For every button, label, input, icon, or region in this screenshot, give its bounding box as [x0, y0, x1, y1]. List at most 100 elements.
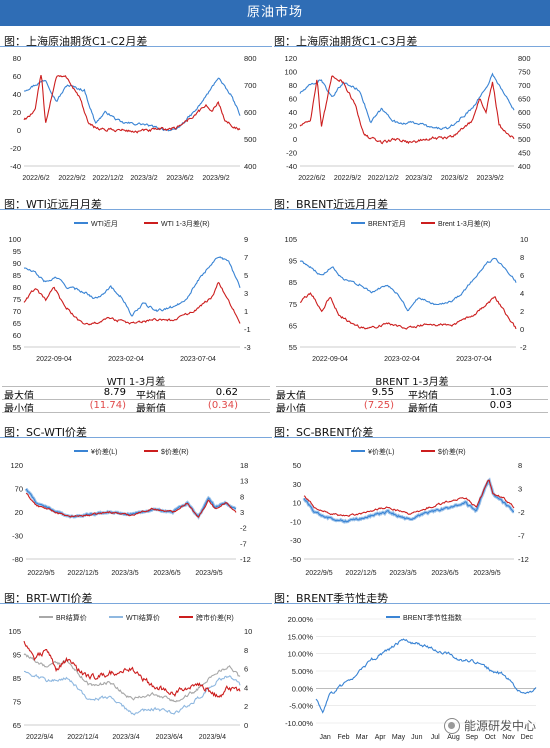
- series-line: [23, 256, 241, 317]
- y-tick-label-right: 800: [244, 54, 257, 63]
- table-rule: [276, 399, 548, 400]
- y-tick-label-left: 105: [284, 235, 297, 244]
- y-tick-label-left: 40: [13, 90, 21, 99]
- stat-value: 8.79: [103, 387, 126, 398]
- y-tick-label-right: 10: [520, 235, 528, 244]
- legend-label: ¥价差(L): [91, 447, 117, 456]
- y-tick-label-left: 95: [289, 257, 297, 266]
- y-tick-label-right: 500: [518, 135, 531, 144]
- x-tick-label: 2023/3/2: [405, 175, 432, 182]
- y-tick-label-right: 600: [518, 108, 531, 117]
- y-tick-label-left: 20: [289, 122, 297, 131]
- y-tick-label-left: 85: [289, 278, 297, 287]
- y-tick-label-left: 65: [13, 721, 21, 730]
- y-tick-label-right: 6: [244, 665, 248, 674]
- y-tick-label-right: 700: [244, 81, 257, 90]
- y-tick-label-right: 0: [520, 325, 524, 334]
- x-tick-label: Oct: [485, 734, 496, 741]
- y-tick-label-right: 9: [244, 235, 248, 244]
- stat-value: 9.55: [371, 387, 394, 398]
- y-tick-label-right: 7: [244, 253, 248, 262]
- x-tick-label: 2022/12/5: [67, 570, 98, 577]
- x-tick-label: 2023-07-04: [456, 356, 492, 363]
- y-tick-label-left: 0.00%: [292, 684, 314, 693]
- y-tick-label-left: 85: [13, 271, 21, 280]
- chart-brent-spread: 105 95 85 75 65 55 10 8 6 4 2 0 -2 2022-09-04 2023-02-…: [284, 219, 528, 363]
- chart-title-brt-wti: 图：BRT-WTI价差: [4, 592, 93, 605]
- title-underline: [0, 209, 272, 210]
- stats-table-wti: WTI 1-3月差 最大值 8.79 平均值 0.62 最小值 (11.74) …: [2, 373, 270, 415]
- chart-brt-wti-diff: 105 95 85 75 65 10 8 6 4 2 0 2022/9/4 2022/12/4 2023/…: [8, 613, 252, 741]
- y-tick-label-right: 8: [244, 646, 248, 655]
- title-underline: [0, 46, 272, 47]
- x-tick-label: Aug: [447, 734, 460, 741]
- stats-title: BRENT 1-3月差: [375, 377, 449, 388]
- y-tick-label-right: -12: [518, 555, 529, 564]
- x-tick-label: 2023/3/4: [112, 734, 139, 741]
- x-tick-label: 2022/12/2: [368, 175, 399, 182]
- x-tick-label: 2023/3/2: [130, 175, 157, 182]
- series-line: [303, 479, 515, 517]
- stat-value: (7.25): [363, 400, 394, 411]
- y-tick-label-right: 800: [518, 54, 531, 63]
- x-tick-label: 2022/12/2: [92, 175, 123, 182]
- stat-value: (11.74): [89, 400, 126, 411]
- title-underline: [274, 46, 550, 47]
- series-line: [25, 492, 237, 519]
- legend-label: Brent 1-3月差(R): [438, 219, 491, 228]
- x-tick-label: 2023/9/2: [202, 175, 229, 182]
- y-tick-label-left: 120: [284, 54, 297, 63]
- table-rule: [276, 386, 548, 387]
- y-tick-label-right: -2: [240, 524, 247, 533]
- table-rule: [276, 412, 548, 413]
- y-tick-label-left: 15.00%: [288, 632, 314, 641]
- chart-title-brent-season: 图：BRENT季节性走势: [274, 592, 389, 605]
- series-line: [23, 74, 241, 134]
- series-line: [315, 638, 537, 714]
- stat-value: (0.34): [207, 400, 238, 411]
- x-tick-label: 2022/9/5: [27, 570, 54, 577]
- legend-label: 跨市价差(R): [196, 613, 234, 622]
- stat-label: 平均值: [136, 391, 166, 402]
- y-tick-label-left: 85: [13, 674, 21, 683]
- y-tick-label-left: 100: [284, 68, 297, 77]
- x-tick-label: Nov: [502, 734, 515, 741]
- y-tick-label-left: 60: [289, 95, 297, 104]
- y-tick-label-left: 0: [17, 126, 21, 135]
- y-tick-label-left: -40: [286, 162, 297, 171]
- legend-label: BRENT季节性指数: [403, 613, 462, 622]
- watermark: 能源研发中心: [443, 717, 536, 734]
- legend-label: BRENT近月: [368, 219, 406, 228]
- x-tick-label: 2022/9/2: [334, 175, 361, 182]
- series-line: [299, 75, 515, 145]
- legend-label: $价差(R): [438, 447, 466, 456]
- stats-table-brent: BRENT 1-3月差 最大值 9.55 平均值 1.03 最小值 (7.25)…: [276, 373, 548, 415]
- legend-label: WTI近月: [91, 219, 118, 228]
- x-tick-label: 2022/12/5: [345, 570, 376, 577]
- y-tick-label-left: -10.00%: [285, 719, 313, 728]
- legend-label: ¥价差(L): [368, 447, 394, 456]
- chart-wti-spread: 10095908580757065605597531-1-32022-09-04…: [8, 219, 251, 363]
- y-tick-label-left: 120: [10, 461, 23, 470]
- chart-brent-seasonal: 20.00% 15.00% 10.00% 5.00% 0.00% -5.00% -10.00…: [285, 613, 537, 741]
- y-tick-label-left: -30: [290, 536, 301, 545]
- y-tick-label-left: 70: [15, 485, 23, 494]
- y-tick-label-right: 4: [520, 289, 524, 298]
- y-tick-label-right: -7: [518, 532, 525, 541]
- legend-label: BR结算价: [56, 613, 87, 622]
- y-tick-label-right: -1: [244, 325, 251, 334]
- y-tick-label-right: 0: [244, 721, 248, 730]
- y-tick-label-left: 70: [13, 307, 21, 316]
- y-tick-label-left: 90: [13, 259, 21, 268]
- x-tick-label: 2023/6/4: [156, 734, 183, 741]
- y-tick-label-right: 500: [244, 135, 257, 144]
- y-tick-label-right: 10: [244, 627, 252, 636]
- y-tick-label-right: 600: [244, 108, 257, 117]
- y-tick-label-left: 95: [13, 651, 21, 660]
- x-tick-label: 2023/3/5: [389, 570, 416, 577]
- x-tick-label: 2022-09-04: [36, 356, 72, 363]
- x-tick-label: 2023/6/5: [153, 570, 180, 577]
- title-underline: [274, 209, 550, 210]
- y-tick-label-left: 20: [15, 508, 23, 517]
- y-tick-label-left: -5.00%: [289, 702, 313, 711]
